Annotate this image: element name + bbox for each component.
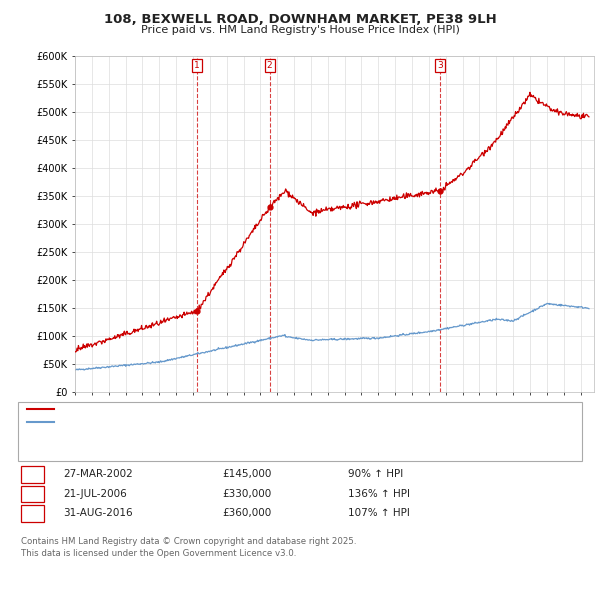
Text: 3: 3 [437, 61, 443, 70]
Text: £145,000: £145,000 [222, 470, 271, 479]
Text: 1: 1 [29, 470, 36, 479]
Text: 107% ↑ HPI: 107% ↑ HPI [348, 509, 410, 518]
Text: 1: 1 [194, 61, 200, 70]
Text: 31-AUG-2016: 31-AUG-2016 [63, 509, 133, 518]
Text: Price paid vs. HM Land Registry's House Price Index (HPI): Price paid vs. HM Land Registry's House … [140, 25, 460, 35]
Text: Contains HM Land Registry data © Crown copyright and database right 2025.: Contains HM Land Registry data © Crown c… [21, 537, 356, 546]
Text: £360,000: £360,000 [222, 509, 271, 518]
Text: 136% ↑ HPI: 136% ↑ HPI [348, 489, 410, 499]
Text: HPI: Average price, semi-detached house, King's Lynn and West Norfolk: HPI: Average price, semi-detached house,… [58, 418, 398, 427]
Text: 2: 2 [29, 489, 36, 499]
Text: This data is licensed under the Open Government Licence v3.0.: This data is licensed under the Open Gov… [21, 549, 296, 558]
Text: 108, BEXWELL ROAD, DOWNHAM MARKET, PE38 9LH: 108, BEXWELL ROAD, DOWNHAM MARKET, PE38 … [104, 13, 496, 26]
Text: 90% ↑ HPI: 90% ↑ HPI [348, 470, 403, 479]
Text: 108, BEXWELL ROAD, DOWNHAM MARKET, PE38 9LH (semi-detached house): 108, BEXWELL ROAD, DOWNHAM MARKET, PE38 … [58, 405, 422, 414]
Text: 2: 2 [267, 61, 272, 70]
Text: 27-MAR-2002: 27-MAR-2002 [63, 470, 133, 479]
Text: £330,000: £330,000 [222, 489, 271, 499]
Text: 3: 3 [29, 509, 36, 518]
Text: 21-JUL-2006: 21-JUL-2006 [63, 489, 127, 499]
